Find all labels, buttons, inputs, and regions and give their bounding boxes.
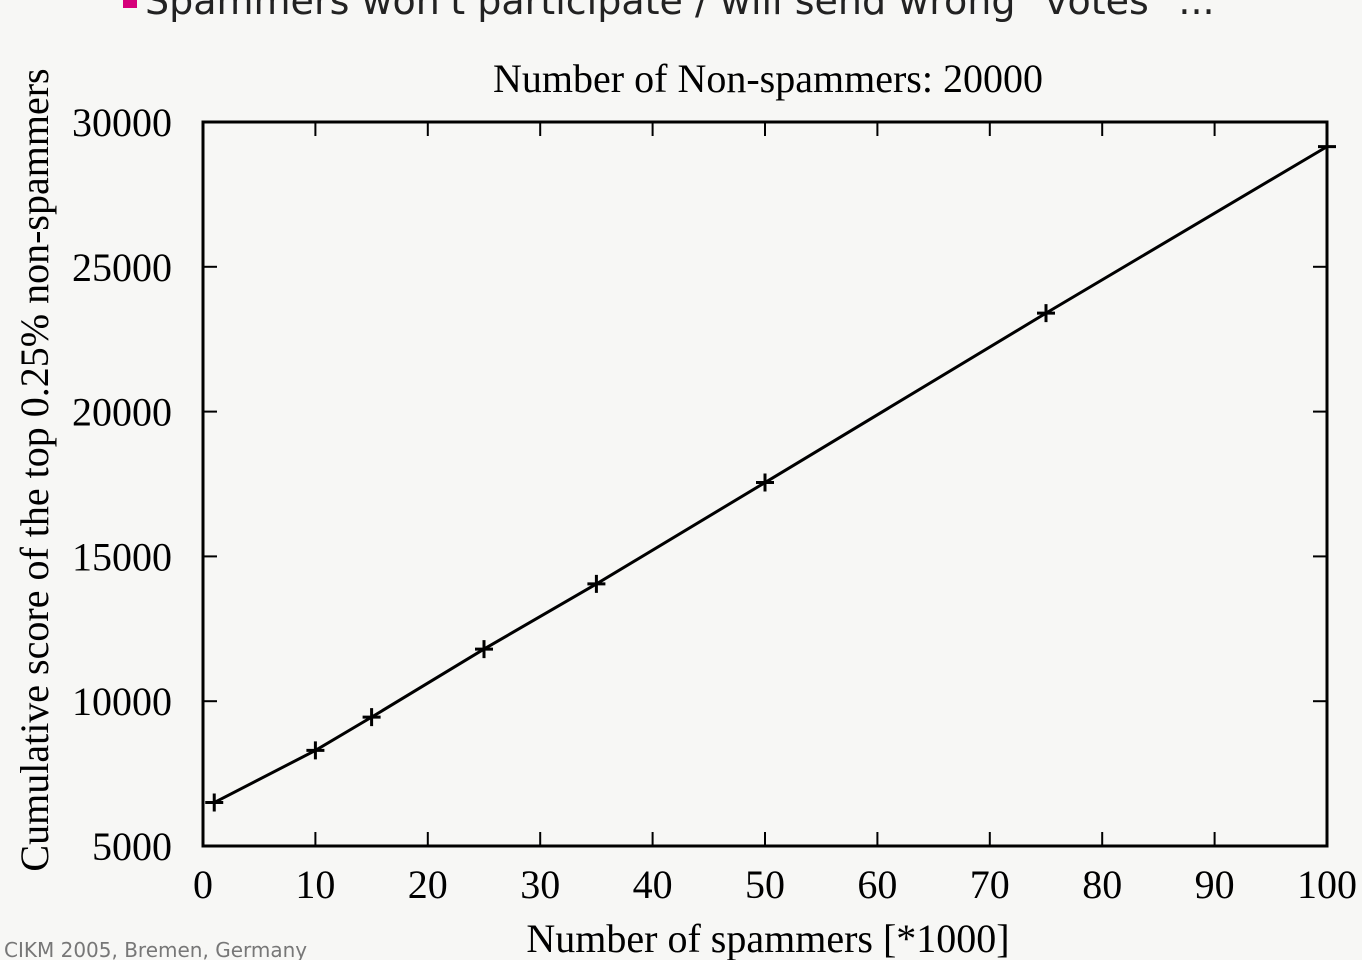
x-axis-label: Number of spammers [*1000] <box>526 916 1009 960</box>
chart-title: Number of Non-spammers: 20000 <box>493 56 1043 101</box>
y-axis-label: Cumulative score of the top 0.25% non-sp… <box>12 68 57 871</box>
y-tick-label: 5000 <box>92 824 172 869</box>
y-tick-label: 10000 <box>72 679 172 724</box>
y-tick-label: 15000 <box>72 534 172 579</box>
x-tick-label: 80 <box>1082 862 1122 907</box>
point-marker <box>205 793 224 812</box>
x-tick-label: 0 <box>193 862 213 907</box>
bullet-text: Spammers won't participate / will send w… <box>145 0 1215 23</box>
x-tick-label: 40 <box>633 862 673 907</box>
point-marker <box>587 574 606 593</box>
point-marker <box>756 473 774 492</box>
point-marker <box>306 741 325 760</box>
y-tick-label: 20000 <box>72 390 172 435</box>
footer: CIKM 2005, Bremen, Germany <box>4 938 307 960</box>
x-tick-label: 70 <box>970 862 1010 907</box>
x-tick-label: 30 <box>520 862 560 907</box>
point-marker <box>362 708 381 727</box>
x-tick-label: 60 <box>857 862 897 907</box>
data-line <box>213 145 1328 804</box>
point-marker <box>475 640 493 659</box>
x-tick-label: 10 <box>295 862 335 907</box>
point-marker <box>1037 304 1055 323</box>
x-tick-label: 90 <box>1195 862 1235 907</box>
y-tick-label: 30000 <box>72 100 172 145</box>
y-tick-label: 25000 <box>72 245 172 290</box>
bullet-marker <box>123 0 137 8</box>
x-tick-label: 50 <box>745 862 785 907</box>
x-tick-label: 20 <box>408 862 448 907</box>
point-marker <box>1318 137 1336 156</box>
x-tick-label: 100 <box>1297 862 1357 907</box>
